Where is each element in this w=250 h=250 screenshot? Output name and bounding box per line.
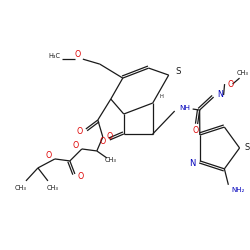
Text: CH₃: CH₃ [236, 70, 248, 76]
Text: O: O [77, 128, 83, 136]
Text: S: S [245, 144, 250, 152]
Text: NH₂: NH₂ [232, 187, 245, 193]
Text: O: O [75, 50, 81, 59]
Text: H: H [160, 94, 164, 98]
Text: S: S [175, 66, 180, 76]
Text: CH₃: CH₃ [105, 157, 117, 163]
Text: O: O [100, 138, 106, 146]
Text: O: O [78, 172, 84, 182]
Text: CH₃: CH₃ [47, 185, 59, 191]
Text: O: O [46, 152, 52, 160]
Text: H₃C: H₃C [48, 53, 60, 59]
Text: CH₃: CH₃ [15, 185, 27, 191]
Text: NH: NH [179, 105, 190, 111]
Text: N: N [218, 90, 224, 98]
Text: N: N [189, 159, 195, 168]
Text: O: O [192, 126, 199, 136]
Text: O: O [73, 142, 79, 150]
Text: O: O [228, 80, 234, 88]
Text: O: O [107, 132, 113, 141]
